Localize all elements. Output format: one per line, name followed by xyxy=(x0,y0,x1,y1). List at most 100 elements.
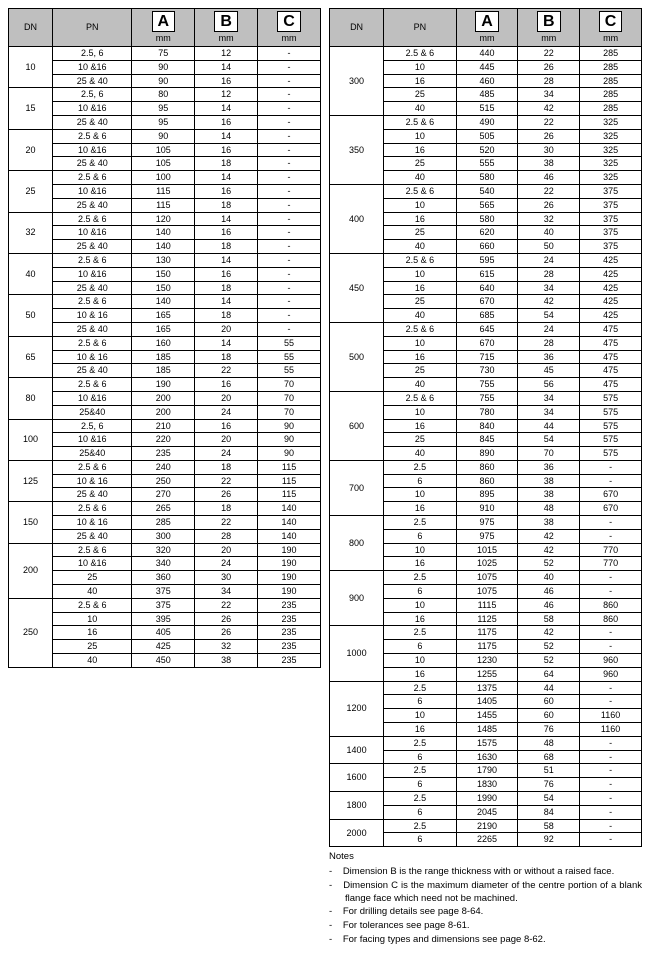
letter-box-a: A xyxy=(152,11,176,32)
data-cell: 25 xyxy=(53,571,132,585)
data-cell: 210 xyxy=(132,419,195,433)
data-cell: 405 xyxy=(132,626,195,640)
data-cell: 2.5 xyxy=(384,460,457,474)
dn-cell: 32 xyxy=(9,212,53,253)
data-cell: 100 xyxy=(132,171,195,185)
data-cell: - xyxy=(258,198,321,212)
table-row: 25 & 4015018- xyxy=(9,281,321,295)
data-cell: 1830 xyxy=(456,778,518,792)
data-cell: 235 xyxy=(258,640,321,654)
data-cell: 25&40 xyxy=(53,447,132,461)
data-cell: 2.5 & 6 xyxy=(384,253,457,267)
data-cell: 265 xyxy=(132,502,195,516)
data-cell: - xyxy=(580,460,642,474)
data-cell: 16 xyxy=(53,626,132,640)
table-row: 25 & 4014018- xyxy=(9,240,321,254)
notes-section: Notes Dimension B is the range thickness… xyxy=(329,851,642,947)
data-cell: 12 xyxy=(195,46,258,60)
data-cell: 20 xyxy=(195,543,258,557)
data-cell: 40 xyxy=(384,447,457,461)
table-row: 9002.5107540- xyxy=(330,571,642,585)
data-cell: 190 xyxy=(258,557,321,571)
data-cell: 910 xyxy=(456,502,518,516)
data-cell: 52 xyxy=(518,640,580,654)
data-cell: - xyxy=(258,322,321,336)
data-cell: 375 xyxy=(132,598,195,612)
data-cell: 55 xyxy=(258,336,321,350)
table-row: 3002.5 & 644022285 xyxy=(330,46,642,60)
data-cell: 1375 xyxy=(456,681,518,695)
notes-list: Dimension B is the range thickness with … xyxy=(329,866,642,947)
data-cell: - xyxy=(258,143,321,157)
data-cell: 30 xyxy=(195,571,258,585)
data-cell: - xyxy=(580,805,642,819)
data-cell: 285 xyxy=(580,102,642,116)
data-cell: 54 xyxy=(518,433,580,447)
data-cell: 14 xyxy=(195,295,258,309)
data-cell: - xyxy=(258,171,321,185)
data-cell: 51 xyxy=(518,764,580,778)
mm-label: mm xyxy=(134,33,192,44)
data-cell: 16 xyxy=(384,143,457,157)
data-cell: 505 xyxy=(456,129,518,143)
data-cell: 25 & 40 xyxy=(53,157,132,171)
data-cell: 200 xyxy=(132,405,195,419)
data-cell: 16 xyxy=(195,143,258,157)
data-cell: - xyxy=(580,750,642,764)
data-cell: 320 xyxy=(132,543,195,557)
data-cell: 14 xyxy=(195,102,258,116)
data-cell: 28 xyxy=(195,529,258,543)
table-row: 10002.5117542- xyxy=(330,626,642,640)
data-cell: 25 xyxy=(384,226,457,240)
data-cell: 16 xyxy=(384,350,457,364)
data-cell: 1175 xyxy=(456,640,518,654)
data-cell: 10 & 16 xyxy=(53,516,132,530)
letter-box-c: C xyxy=(599,11,623,32)
dn-cell: 125 xyxy=(9,460,53,501)
data-cell: 1630 xyxy=(456,750,518,764)
data-cell: 40 xyxy=(53,654,132,668)
data-cell: 6 xyxy=(384,778,457,792)
data-cell: 235 xyxy=(258,626,321,640)
data-cell: 190 xyxy=(132,378,195,392)
data-cell: 52 xyxy=(518,654,580,668)
data-cell: 10 &16 xyxy=(53,143,132,157)
data-cell: 2.5 & 6 xyxy=(384,322,457,336)
data-cell: 300 xyxy=(132,529,195,543)
data-cell: 2.5 xyxy=(384,792,457,806)
table-row: 322.5 & 612014- xyxy=(9,212,321,226)
data-cell: 240 xyxy=(132,460,195,474)
data-cell: - xyxy=(580,695,642,709)
data-cell: 90 xyxy=(132,60,195,74)
dn-cell: 450 xyxy=(330,253,384,322)
data-cell: 895 xyxy=(456,488,518,502)
data-cell: - xyxy=(258,212,321,226)
note-item: For tolerances see page 8-61. xyxy=(329,920,642,933)
data-cell: 6 xyxy=(384,474,457,488)
data-cell: 685 xyxy=(456,309,518,323)
data-cell: 25 xyxy=(384,88,457,102)
data-cell: 2045 xyxy=(456,805,518,819)
dn-cell: 800 xyxy=(330,516,384,571)
data-cell: 10 &16 xyxy=(53,60,132,74)
data-cell: 615 xyxy=(456,267,518,281)
data-cell: 90 xyxy=(258,447,321,461)
data-cell: 490 xyxy=(456,115,518,129)
data-cell: 95 xyxy=(132,115,195,129)
data-cell: 2.5 & 6 xyxy=(53,598,132,612)
data-cell: 10 xyxy=(53,612,132,626)
data-cell: 16 xyxy=(384,281,457,295)
table-row: 14002.5157548- xyxy=(330,736,642,750)
data-cell: 485 xyxy=(456,88,518,102)
data-cell: 10 xyxy=(384,709,457,723)
letter-box-a: A xyxy=(475,11,499,32)
data-cell: 890 xyxy=(456,447,518,461)
data-cell: 40 xyxy=(384,171,457,185)
data-cell: 10 xyxy=(384,654,457,668)
data-cell: 1405 xyxy=(456,695,518,709)
data-cell: - xyxy=(258,88,321,102)
dn-cell: 1400 xyxy=(330,736,384,764)
data-cell: 2190 xyxy=(456,819,518,833)
data-cell: 10 &16 xyxy=(53,433,132,447)
data-cell: 2.5 & 6 xyxy=(384,115,457,129)
